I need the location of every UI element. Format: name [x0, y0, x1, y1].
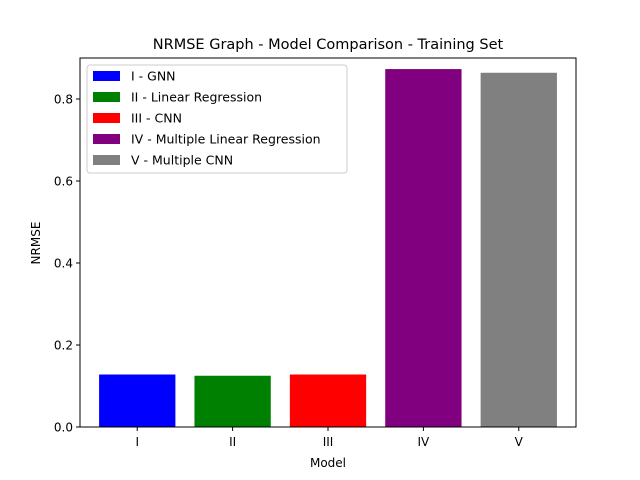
x-tick-label: IV [418, 435, 431, 449]
legend-label: IV - Multiple Linear Regression [131, 132, 321, 147]
y-tick-label: 0.4 [54, 257, 73, 271]
legend: I - GNN II - Linear Regression III - CNN IV… [86, 64, 348, 174]
x-axis-title: Model [310, 456, 346, 470]
legend-swatch [93, 134, 120, 144]
legend-label: II - Linear Regression [131, 90, 262, 105]
bars-layer [99, 69, 557, 427]
y-tick-label: 0.6 [54, 175, 73, 189]
bar-iv [385, 69, 462, 427]
x-axis: I II III IV V [135, 427, 524, 449]
x-tick-label: II [229, 435, 236, 449]
legend-box [86, 64, 348, 174]
legend-swatch [93, 113, 120, 123]
x-tick-label: III [323, 435, 334, 449]
legend-label: I - GNN [131, 69, 176, 84]
y-tick-label: 0.8 [54, 93, 73, 107]
legend-label: III - CNN [131, 111, 182, 126]
bar-ii [194, 375, 271, 427]
y-tick-label: 0.0 [54, 421, 73, 435]
y-axis: 0.0 0.2 0.4 0.6 0.8 [54, 93, 80, 435]
chart-title: NRMSE Graph - Model Comparison - Trainin… [153, 37, 504, 53]
x-tick-label: V [515, 435, 524, 449]
bar-v [480, 72, 557, 427]
legend-swatch [93, 155, 120, 165]
bar-iii [289, 374, 367, 427]
bar-i [99, 374, 176, 427]
y-axis-title: NRMSE [29, 222, 43, 265]
legend-label: V - Multiple CNN [131, 153, 233, 168]
x-tick-label: I [135, 435, 139, 449]
legend-swatch [93, 92, 120, 102]
legend-swatch [93, 71, 120, 81]
y-tick-label: 0.2 [54, 339, 73, 353]
